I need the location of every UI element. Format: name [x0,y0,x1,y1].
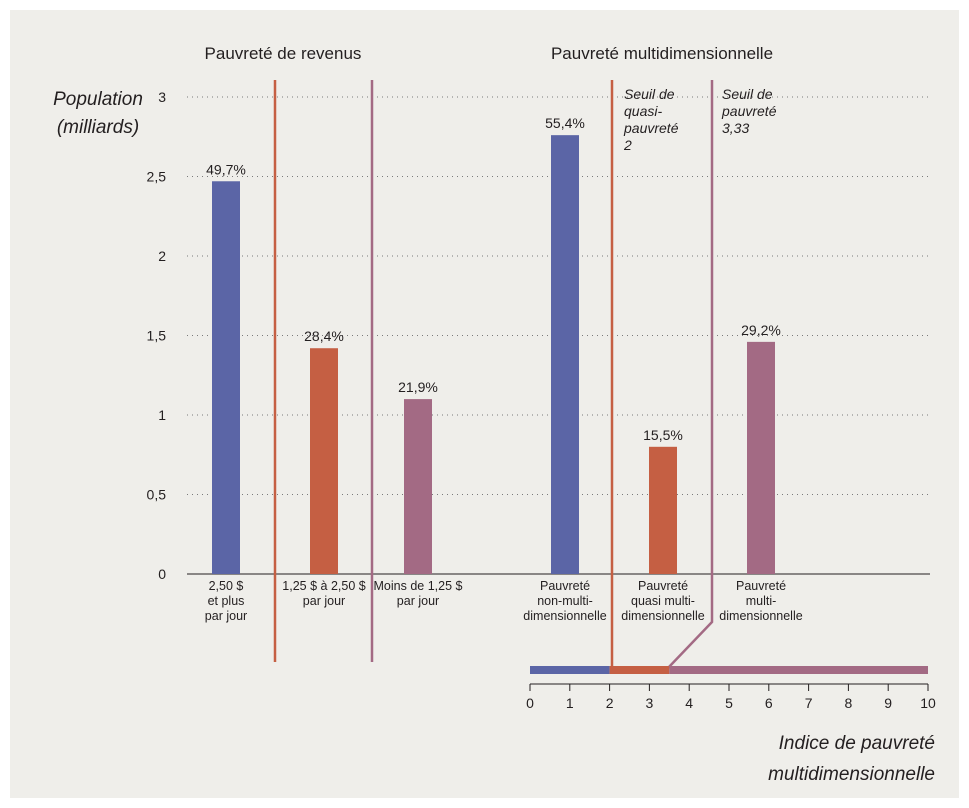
category-label: 1,25 $ à 2,50 $ [282,579,365,593]
bar-value-label: 29,2% [741,322,781,338]
index-tick-label: 6 [765,695,773,711]
group-title-income: Pauvreté de revenus [205,44,362,63]
index-tick-label: 2 [606,695,614,711]
index-tick-label: 4 [685,695,693,711]
index-tick-label: 8 [845,695,853,711]
bar [649,446,677,574]
index-axis: 0 1 2 3 4 5 6 7 8 9 10 Indice de pauvreté multidimen… [526,666,936,785]
y-tick-label: 0,5 [147,487,167,503]
threshold-annotation: 3,33 [722,120,749,136]
y-axis-label-line-2: (milliards) [57,117,139,138]
category-label: Pauvreté [540,579,590,593]
category-label: dimensionnelle [523,609,606,623]
index-segment [609,666,670,674]
threshold-annotation: Seuil de [722,86,773,102]
bar-value-label: 21,9% [398,379,438,395]
category-label: quasi multi- [631,594,695,608]
y-axis-label-line-1: Population [53,89,143,110]
threshold-annotation: Seuil de [624,86,675,102]
bar-value-label: 55,4% [545,115,585,131]
bar [404,399,432,574]
y-tick-label: 3 [158,89,166,105]
index-axis-label-line-1: Indice de pauvreté [779,733,935,754]
threshold-annotation: pauvreté [721,103,777,119]
category-label: 2,50 $ [209,579,244,593]
y-tick-label: 1,5 [147,328,167,344]
category-label: non-multi- [537,594,593,608]
bars [212,135,775,574]
index-axis-label-line-2: multidimensionnelle [768,764,935,785]
index-tick-label: 1 [566,695,574,711]
index-segment [530,666,610,674]
group-title-multidimensional: Pauvreté multidimensionnelle [551,44,773,63]
category-label: Pauvreté [736,579,786,593]
y-tick-label: 2 [158,248,166,264]
index-tick-label: 5 [725,695,733,711]
bar [212,181,240,574]
category-label: et plus [208,594,245,608]
category-label: multi- [746,594,777,608]
index-tick-label: 0 [526,695,534,711]
threshold-line-poverty [667,80,714,669]
category-label: dimensionnelle [621,609,704,623]
bar-value-label: 28,4% [304,328,344,344]
bar-value-label: 49,7% [206,161,246,177]
category-label: dimensionnelle [719,609,802,623]
index-tick-label: 3 [646,695,654,711]
chart-background [10,10,959,798]
threshold-annotation: 2 [623,137,632,153]
bar [747,341,775,574]
bar [551,135,579,574]
y-tick-label: 1 [158,407,166,423]
index-tick-label: 7 [805,695,813,711]
bar [310,348,338,574]
category-label: Moins de 1,25 $ [374,579,463,593]
index-tick-label: 10 [920,695,936,711]
y-tick-label: 0 [158,566,166,582]
index-tick-label: 9 [884,695,892,711]
category-label: Pauvreté [638,579,688,593]
separator-lines [273,80,714,669]
index-segment [669,666,928,674]
threshold-annotation: quasi- [624,103,662,119]
category-label: par jour [397,594,439,608]
category-label: par jour [205,609,247,623]
threshold-annotation: pauvreté [623,120,679,136]
y-tick-label: 2,5 [147,169,167,185]
bar-value-label: 15,5% [643,427,683,443]
category-label: par jour [303,594,345,608]
